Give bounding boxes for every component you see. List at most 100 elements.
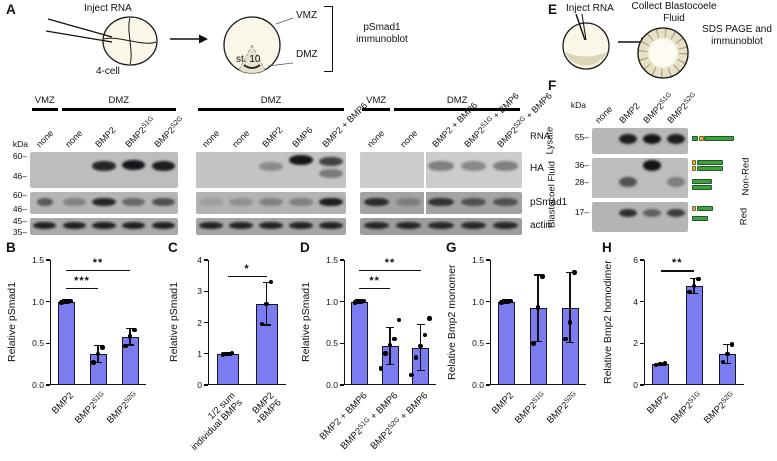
lane-label: none bbox=[200, 128, 222, 150]
data-point bbox=[59, 300, 64, 305]
y-tick-label: 4 bbox=[633, 296, 638, 307]
y-tick-label: 4 bbox=[197, 255, 202, 265]
kda-marker: 36– bbox=[574, 160, 589, 171]
inject-rna-label-a: Inject RNA bbox=[84, 3, 132, 14]
data-point bbox=[68, 298, 73, 304]
four-cell-label: 4-cell bbox=[96, 66, 120, 77]
protein-band bbox=[493, 160, 519, 171]
y-tick-label: 1.5 bbox=[32, 255, 44, 265]
lane-label: BMP2S1G bbox=[122, 114, 155, 150]
kda-marker: 60– bbox=[12, 151, 27, 162]
protein-band bbox=[122, 222, 146, 230]
protein-band bbox=[428, 197, 454, 207]
protein-band bbox=[229, 222, 253, 230]
collect-line1: Collect Blastocoele bbox=[631, 1, 717, 12]
y-tick-label: 0.5 bbox=[32, 338, 44, 349]
blot-group-label: VMZ bbox=[366, 95, 387, 106]
band-schematic bbox=[696, 206, 713, 211]
data-point bbox=[531, 341, 536, 346]
x-category-label: 1/2 sum individual BMPs bbox=[189, 390, 245, 453]
band-schematic bbox=[704, 136, 734, 141]
protein-band bbox=[493, 222, 519, 230]
y-tick-label: 0.0 bbox=[472, 380, 484, 390]
data-point bbox=[725, 351, 730, 356]
error-cap-top bbox=[566, 271, 574, 274]
data-point bbox=[100, 345, 105, 350]
data-point bbox=[691, 283, 697, 289]
four-cell-embryo-illustration bbox=[46, 16, 158, 66]
lane-label: BMP2 bbox=[93, 124, 118, 150]
protein-band bbox=[363, 222, 389, 230]
y-tick bbox=[486, 342, 490, 344]
protein-band bbox=[460, 160, 487, 171]
band-schematic bbox=[692, 185, 712, 190]
data-point bbox=[396, 317, 402, 323]
error-cap-bottom bbox=[566, 341, 574, 344]
data-point bbox=[720, 359, 726, 365]
y-axis-title: Relative pSmad1 bbox=[6, 282, 18, 363]
kda-label-f: kDa bbox=[570, 100, 586, 110]
blot-group-label: DMZ bbox=[260, 95, 282, 106]
blot-strip bbox=[360, 192, 522, 214]
data-point bbox=[696, 276, 701, 281]
stage10-embryo-illustration bbox=[223, 16, 294, 74]
y-tick-label: 2 bbox=[633, 338, 638, 349]
panel-d-label: D bbox=[300, 240, 310, 255]
data-point bbox=[662, 361, 668, 366]
data-point bbox=[572, 270, 577, 275]
band-schematic bbox=[692, 179, 712, 184]
band-schematic bbox=[692, 206, 696, 211]
splice-line bbox=[423, 192, 427, 214]
y-tick bbox=[486, 384, 490, 386]
bar bbox=[350, 301, 368, 385]
error-cap-bottom bbox=[262, 324, 271, 326]
protein-band bbox=[428, 222, 454, 230]
data-point bbox=[658, 361, 663, 367]
psmad1-immunoblot-line2: immunoblot bbox=[356, 34, 408, 45]
kda-label-a: kDa bbox=[12, 139, 28, 149]
protein-band bbox=[363, 197, 389, 207]
error-cap-top bbox=[386, 326, 394, 329]
band-schematic bbox=[692, 160, 696, 165]
protein-band bbox=[229, 197, 253, 207]
blot-group-label: DMZ bbox=[108, 95, 130, 106]
protein-band bbox=[62, 222, 86, 230]
bar bbox=[497, 301, 515, 385]
data-point bbox=[352, 300, 358, 305]
blot-strip bbox=[30, 152, 178, 188]
y-tick-label: 0.0 bbox=[326, 380, 338, 390]
y-tick bbox=[204, 290, 208, 292]
protein-band bbox=[428, 160, 454, 171]
y-tick-label: 0.5 bbox=[472, 338, 484, 349]
data-point bbox=[123, 343, 128, 349]
protein-band bbox=[151, 160, 175, 171]
panel-h-label: H bbox=[602, 240, 612, 255]
data-point bbox=[132, 327, 137, 333]
error-cap-top bbox=[534, 274, 542, 276]
blot-group-bar bbox=[362, 108, 391, 112]
data-point bbox=[427, 316, 432, 321]
lane-label: BMP2 bbox=[617, 100, 642, 126]
blot-row-label-actin: actin bbox=[530, 220, 552, 231]
error-cap-top bbox=[690, 278, 698, 280]
data-point bbox=[409, 372, 414, 378]
panel-a-label: A bbox=[6, 2, 16, 17]
bar bbox=[57, 301, 75, 385]
blot-group-bar bbox=[394, 108, 520, 112]
band-schematic bbox=[696, 166, 723, 171]
data-point bbox=[95, 351, 101, 357]
protein-band bbox=[199, 222, 223, 230]
blot-strip bbox=[196, 152, 346, 188]
rna-axis-label: RNA bbox=[530, 131, 551, 142]
protein-band bbox=[199, 197, 223, 207]
significance-stars: ** bbox=[672, 257, 683, 270]
x-axis-line bbox=[208, 384, 286, 386]
x-category-label: BMP2 bbox=[489, 390, 517, 417]
bar bbox=[685, 286, 703, 385]
chart-panel-B: B Relative pSmad1 0.0 0.5 1.0 1.5 BMP2 BMP2S1G B… bbox=[4, 240, 162, 461]
x-category-label: BMP2S1G bbox=[72, 389, 105, 426]
blastocoel-fluid-label: Blastocoel Fluid bbox=[546, 160, 558, 229]
kda-marker: 46– bbox=[12, 171, 27, 182]
data-point bbox=[503, 299, 509, 304]
